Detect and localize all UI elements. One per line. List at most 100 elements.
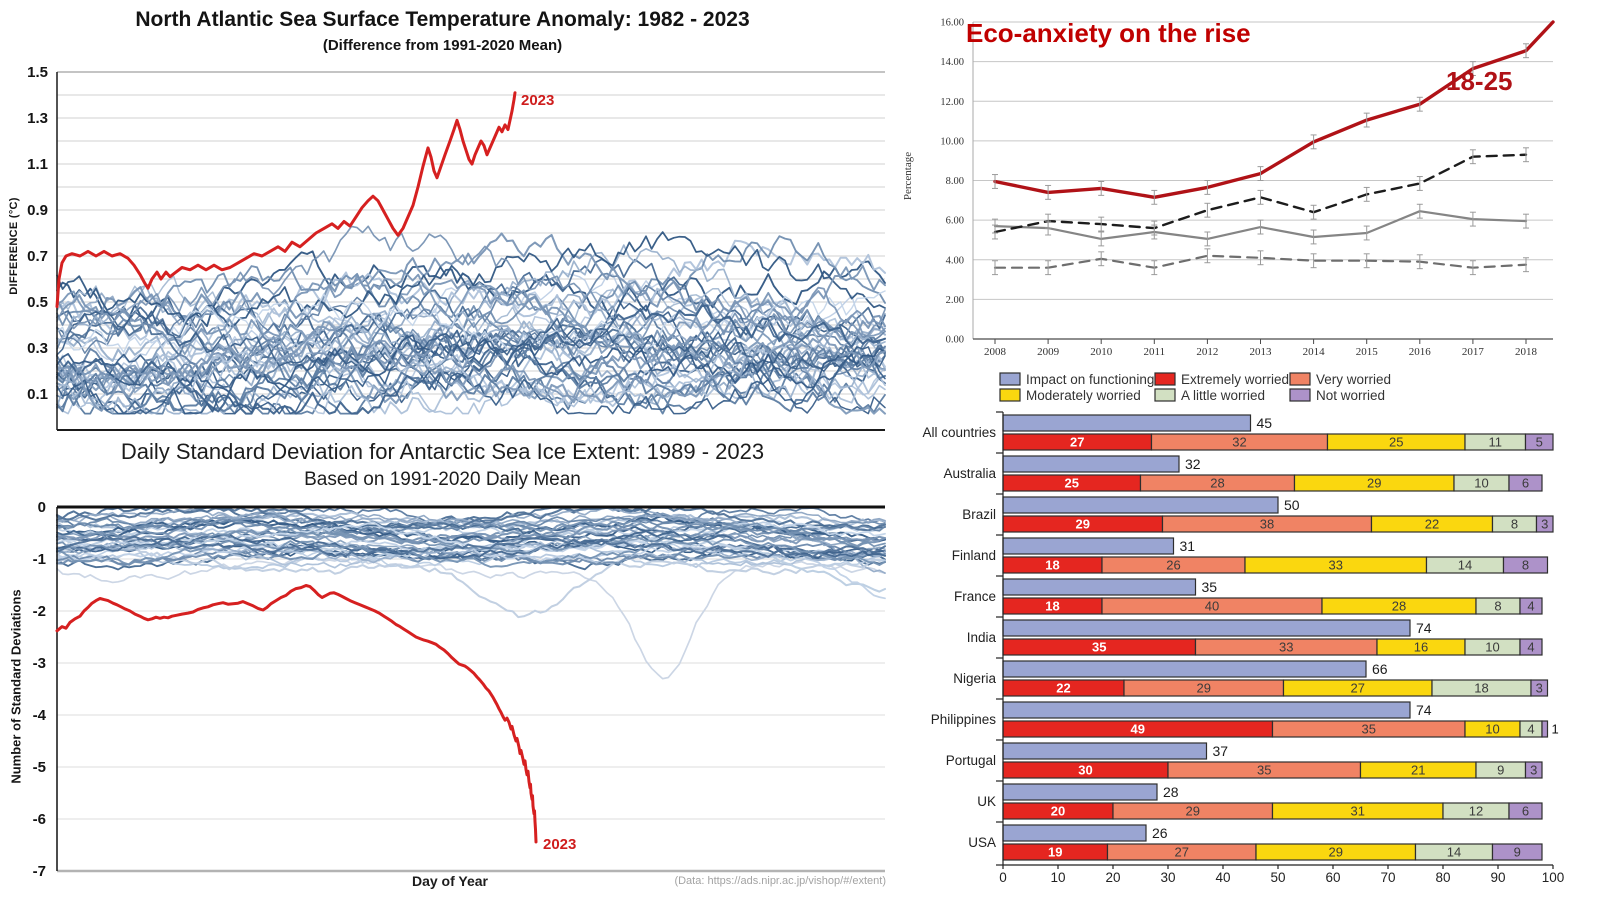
svg-text:35: 35 bbox=[1362, 722, 1376, 737]
svg-text:0.3: 0.3 bbox=[27, 340, 48, 357]
svg-text:21: 21 bbox=[1411, 763, 1425, 778]
sst-2023-line bbox=[55, 91, 517, 309]
svg-text:0: 0 bbox=[999, 870, 1007, 885]
svg-text:32: 32 bbox=[1232, 435, 1246, 450]
svg-text:France: France bbox=[954, 589, 996, 604]
svg-text:2012: 2012 bbox=[1196, 346, 1218, 358]
ice-subtitle: Based on 1991-2020 Daily Mean bbox=[304, 469, 581, 490]
svg-text:18: 18 bbox=[1474, 681, 1488, 696]
svg-text:-4: -4 bbox=[33, 707, 47, 724]
svg-text:100: 100 bbox=[1542, 870, 1565, 885]
country-row-brazil: Brazil 50 29 38 22 8 3 bbox=[962, 496, 1554, 533]
svg-text:38: 38 bbox=[1260, 517, 1274, 532]
svg-text:Finland: Finland bbox=[952, 548, 996, 563]
svg-text:9: 9 bbox=[1497, 763, 1504, 778]
segment-bar bbox=[1524, 761, 1543, 779]
svg-text:Philippines: Philippines bbox=[931, 712, 997, 727]
impact-bar bbox=[1002, 701, 1411, 719]
svg-text:90: 90 bbox=[1490, 870, 1505, 885]
svg-text:60: 60 bbox=[1325, 870, 1340, 885]
sst-year-series bbox=[55, 225, 887, 415]
eco-error-bars bbox=[992, 43, 1529, 276]
svg-text:66: 66 bbox=[1372, 661, 1388, 677]
legend-label-6: Not worried bbox=[1316, 388, 1385, 403]
impact-bar bbox=[1002, 824, 1147, 842]
svg-text:2016: 2016 bbox=[1409, 346, 1432, 358]
worry-plot: Impact on functioning Extremely worried Ve… bbox=[922, 372, 1564, 885]
eco-title: Eco-anxiety on the rise bbox=[966, 18, 1251, 48]
svg-text:8: 8 bbox=[1522, 558, 1529, 573]
segment-bar bbox=[1502, 556, 1549, 574]
svg-text:11: 11 bbox=[1489, 435, 1503, 450]
svg-text:Nigeria: Nigeria bbox=[953, 671, 996, 686]
svg-text:37: 37 bbox=[1213, 743, 1229, 759]
svg-text:74: 74 bbox=[1416, 702, 1432, 718]
svg-text:2014: 2014 bbox=[1303, 346, 1326, 358]
svg-text:49: 49 bbox=[1131, 722, 1145, 737]
segment-bar bbox=[1530, 679, 1549, 697]
svg-text:USA: USA bbox=[968, 835, 996, 850]
svg-text:25: 25 bbox=[1065, 476, 1079, 491]
country-row-usa: USA 26 19 27 29 14 9 bbox=[968, 824, 1543, 861]
country-row-france: France 35 18 40 28 8 4 bbox=[954, 578, 1543, 615]
sst-2023-label: 2023 bbox=[521, 92, 555, 109]
svg-text:26: 26 bbox=[1152, 825, 1168, 841]
svg-text:28: 28 bbox=[1163, 784, 1179, 800]
svg-text:35: 35 bbox=[1092, 640, 1106, 655]
legend-swatch-6 bbox=[1289, 388, 1311, 402]
svg-text:4: 4 bbox=[1527, 722, 1534, 737]
svg-text:33: 33 bbox=[1329, 558, 1343, 573]
segment-bar bbox=[1508, 474, 1543, 492]
svg-text:4: 4 bbox=[1527, 640, 1534, 655]
svg-text:0.7: 0.7 bbox=[27, 248, 48, 265]
svg-text:2018: 2018 bbox=[1515, 346, 1538, 358]
svg-text:29: 29 bbox=[1197, 681, 1211, 696]
svg-text:19: 19 bbox=[1048, 845, 1062, 860]
ice-y-tick-labels: 0 -1 -2 -3 -4 -5 -6 -7 bbox=[33, 499, 47, 880]
svg-text:10: 10 bbox=[1485, 722, 1499, 737]
svg-text:-2: -2 bbox=[33, 603, 46, 620]
country-row-india: India 74 35 33 16 10 4 bbox=[967, 619, 1543, 656]
svg-text:10: 10 bbox=[1050, 870, 1065, 885]
segment-bar bbox=[1519, 638, 1543, 656]
worry-legend: Impact on functioning Extremely worried Ve… bbox=[999, 372, 1391, 403]
svg-text:2010: 2010 bbox=[1090, 346, 1113, 358]
sst-subtitle: (Difference from 1991-2020 Mean) bbox=[322, 37, 563, 54]
svg-text:20: 20 bbox=[1105, 870, 1120, 885]
svg-text:31: 31 bbox=[1351, 804, 1365, 819]
ice-2023-line bbox=[55, 584, 538, 844]
ice-title: Daily Standard Deviation for Antarctic S… bbox=[120, 439, 765, 464]
legend-label-1: Impact on functioning bbox=[1026, 372, 1154, 387]
svg-text:4.00: 4.00 bbox=[946, 255, 964, 266]
svg-text:-6: -6 bbox=[33, 811, 46, 828]
svg-text:3: 3 bbox=[1536, 681, 1543, 696]
legend-swatch-5 bbox=[1154, 388, 1176, 402]
svg-text:6: 6 bbox=[1522, 804, 1529, 819]
svg-text:0: 0 bbox=[38, 499, 46, 516]
svg-text:26: 26 bbox=[1166, 558, 1180, 573]
svg-text:35: 35 bbox=[1257, 763, 1271, 778]
svg-text:28: 28 bbox=[1392, 599, 1406, 614]
svg-text:Brazil: Brazil bbox=[962, 507, 996, 522]
impact-bar bbox=[1002, 578, 1197, 596]
eco-plot: 0.00 2.00 4.00 6.00 8.00 10.00 12.00 14.00 16.00… bbox=[940, 18, 1555, 358]
impact-bar bbox=[1002, 537, 1175, 555]
svg-text:29: 29 bbox=[1076, 517, 1090, 532]
svg-text:3: 3 bbox=[1530, 763, 1537, 778]
svg-text:4: 4 bbox=[1527, 599, 1534, 614]
svg-text:8: 8 bbox=[1511, 517, 1518, 532]
svg-text:-7: -7 bbox=[33, 863, 46, 880]
svg-text:50: 50 bbox=[1284, 497, 1300, 513]
country-row-philippines: Philippines 74 49 35 10 4 1 bbox=[931, 701, 1559, 738]
sst-y-tick-labels: 1.5 1.3 1.1 0.9 0.7 0.5 0.3 0.1 bbox=[27, 64, 48, 403]
worry-x-tick-labels: 0 10 20 30 40 50 60 70 80 90 100 bbox=[999, 870, 1564, 885]
svg-text:2008: 2008 bbox=[984, 346, 1007, 358]
svg-text:5: 5 bbox=[1536, 435, 1543, 450]
country-row-uk: UK 28 20 29 31 12 6 bbox=[977, 783, 1543, 820]
impact-bar bbox=[1002, 496, 1279, 514]
eco-series-line bbox=[993, 254, 1528, 269]
eco-y-tick-labels: 0.00 2.00 4.00 6.00 8.00 10.00 12.00 14.00 16.00 bbox=[940, 18, 964, 346]
svg-text:16.00: 16.00 bbox=[940, 18, 964, 29]
svg-text:1.1: 1.1 bbox=[27, 156, 48, 173]
